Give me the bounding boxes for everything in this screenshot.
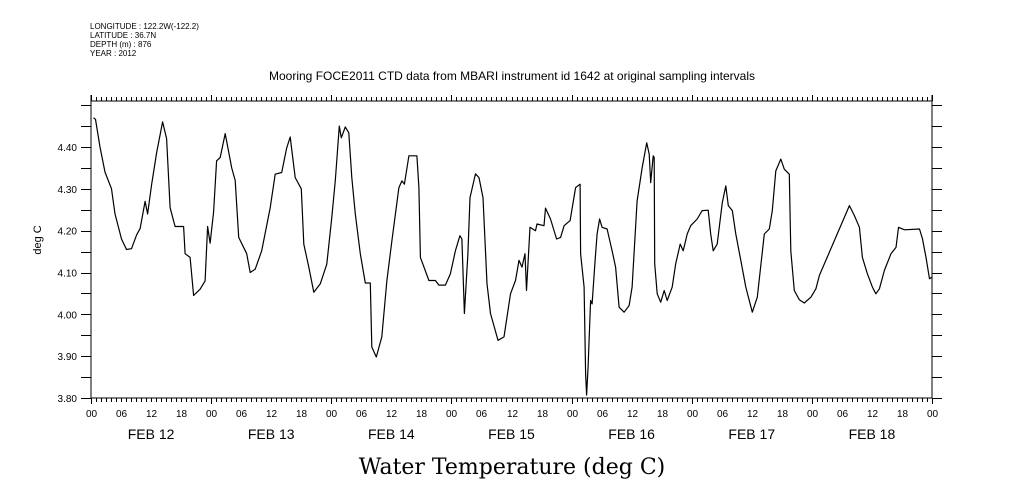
x-tick-label: 06: [717, 409, 729, 420]
x-tick-label: 12: [627, 409, 639, 420]
x-tick-label: 18: [777, 409, 789, 420]
x-tick-label: 06: [116, 409, 128, 420]
year-label: YEAR : 2012: [90, 49, 137, 58]
chart-title: Mooring FOCE2011 CTD data from MBARI ins…: [269, 69, 755, 83]
x-tick-label: 18: [657, 409, 669, 420]
x-tick-label: 00: [807, 409, 819, 420]
x-tick-label: 06: [356, 409, 368, 420]
axes: 00 06 12 18 00 06 12 18 00 06 12 18 00 06 12 18 00 06 12 18…: [58, 95, 942, 442]
x-tick-label: 00: [206, 409, 218, 420]
x-tick-label: 18: [537, 409, 549, 420]
x-tick-label: 00: [86, 409, 98, 420]
longitude-label: LONGITUDE : 122.2W(-122.2): [90, 22, 199, 31]
x-tick-label: 12: [507, 409, 519, 420]
x-tick-label: 00: [567, 409, 579, 420]
data-series: [93, 117, 933, 396]
y-tick-label: 4.10: [58, 269, 78, 280]
x-tick-label: 12: [266, 409, 278, 420]
x-tick-label: 18: [176, 409, 188, 420]
x-tick-label: 18: [296, 409, 308, 420]
depth-label: DEPTH (m) : 876: [90, 40, 152, 49]
x-day-label: FEB 16: [608, 426, 655, 442]
x-tick-label: 06: [236, 409, 248, 420]
latitude-label: LATITUDE : 36.7N: [90, 31, 157, 40]
y-tick-label: 3.80: [58, 394, 78, 405]
x-tick-label: 00: [687, 409, 699, 420]
y-tick-label: 4.40: [58, 143, 78, 154]
x-day-label: FEB 14: [368, 426, 415, 442]
x-tick-label: 06: [837, 409, 849, 420]
x-tick-label: 00: [326, 409, 338, 420]
y-tick-label: 4.20: [58, 227, 78, 238]
y-tick-label: 3.90: [58, 352, 78, 363]
temperature-line: [93, 117, 933, 396]
location-metadata: LONGITUDE : 122.2W(-122.2) LATITUDE : 36…: [90, 22, 199, 58]
y-axis-title: deg C: [32, 225, 44, 254]
x-day-label: FEB 13: [248, 426, 295, 442]
x-day-label: FEB 12: [128, 426, 175, 442]
x-day-label: FEB 18: [849, 426, 896, 442]
x-tick-label: 12: [386, 409, 398, 420]
x-tick-label: 12: [747, 409, 759, 420]
x-day-label: FEB 15: [488, 426, 535, 442]
x-tick-label: 12: [867, 409, 879, 420]
y-tick-label: 4.00: [58, 310, 78, 321]
x-tick-label: 06: [476, 409, 488, 420]
x-axis-title: Water Temperature (deg C): [359, 455, 666, 480]
x-tick-label: 00: [446, 409, 458, 420]
x-tick-label: 18: [416, 409, 428, 420]
y-tick-label: 4.30: [58, 185, 78, 196]
x-tick-label: 06: [597, 409, 609, 420]
x-day-label: FEB 17: [728, 426, 775, 442]
x-tick-label: 00: [927, 409, 939, 420]
x-tick-label: 18: [897, 409, 909, 420]
x-tick-label: 12: [146, 409, 158, 420]
